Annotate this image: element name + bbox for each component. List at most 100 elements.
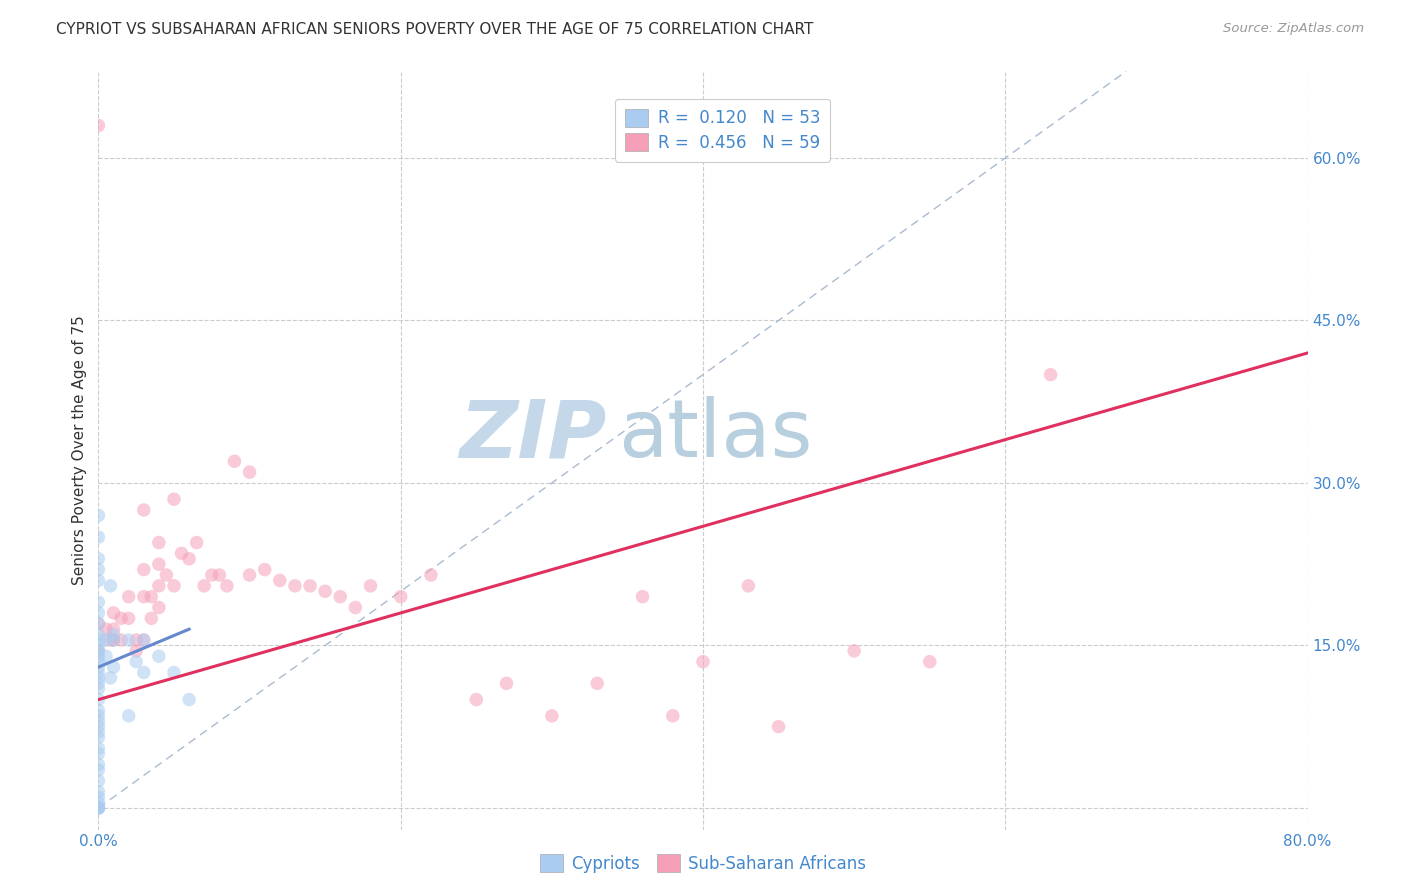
Point (103, 633, 125, 648)
Point (87, 644, 110, 658)
Point (692, 655, 714, 669)
Y-axis label: Seniors Poverty Over the Age of 75: Seniors Poverty Over the Age of 75 (72, 316, 87, 585)
Legend: Cypriots, Sub-Saharan Africans: Cypriots, Sub-Saharan Africans (533, 847, 873, 880)
Point (87, 649, 110, 664)
Point (495, 676, 517, 690)
Point (118, 633, 141, 648)
Point (170, 546, 193, 560)
Point (103, 627, 125, 641)
Point (87, 655, 110, 669)
Point (87, 633, 110, 648)
Point (148, 579, 170, 593)
Point (87, 660, 110, 674)
Point (87, 616, 110, 631)
Point (239, 465, 262, 479)
Point (284, 579, 307, 593)
Point (148, 557, 170, 572)
Point (87, 644, 110, 658)
Text: atlas: atlas (619, 396, 813, 475)
Point (389, 590, 412, 604)
Point (118, 611, 141, 625)
Text: Source: ZipAtlas.com: Source: ZipAtlas.com (1223, 22, 1364, 36)
Point (239, 568, 262, 582)
Point (215, 579, 238, 593)
Point (125, 644, 148, 658)
Point (87, 665, 110, 680)
Point (186, 535, 208, 549)
Point (163, 492, 186, 507)
Point (118, 708, 141, 723)
Point (87, 551, 110, 566)
Point (87, 731, 110, 745)
Point (179, 692, 201, 706)
Point (329, 590, 352, 604)
Point (148, 649, 170, 664)
Point (87, 616, 110, 631)
Point (100, 671, 122, 685)
Point (269, 574, 291, 588)
Point (132, 590, 155, 604)
Legend: R =  0.120   N = 53, R =  0.456   N = 59: R = 0.120 N = 53, R = 0.456 N = 59 (614, 99, 831, 161)
Point (100, 633, 122, 648)
Point (87, 720, 110, 734)
Point (132, 563, 155, 577)
Point (87, 627, 110, 641)
Point (631, 590, 654, 604)
Point (103, 606, 125, 620)
Point (87, 801, 110, 815)
Point (87, 563, 110, 577)
Point (148, 600, 170, 615)
Point (110, 633, 132, 648)
Point (103, 660, 125, 674)
Point (103, 622, 125, 636)
Point (737, 579, 759, 593)
Point (87, 773, 110, 788)
Point (125, 655, 148, 669)
Point (87, 119, 110, 133)
Text: ZIP: ZIP (458, 396, 606, 475)
Point (661, 708, 683, 723)
Point (208, 568, 231, 582)
Point (155, 568, 177, 582)
Point (87, 714, 110, 729)
Point (299, 579, 322, 593)
Point (163, 579, 186, 593)
Point (132, 633, 155, 648)
Point (87, 785, 110, 799)
Point (586, 676, 609, 690)
Point (118, 590, 141, 604)
Point (87, 692, 110, 706)
Point (918, 655, 941, 669)
Point (132, 633, 155, 648)
Point (148, 535, 170, 549)
Point (87, 639, 110, 653)
Point (87, 801, 110, 815)
Point (179, 551, 201, 566)
Point (87, 703, 110, 717)
Point (844, 644, 866, 658)
Point (87, 676, 110, 690)
Point (87, 595, 110, 609)
Point (141, 590, 163, 604)
Point (344, 600, 367, 615)
Point (103, 633, 125, 648)
Point (87, 530, 110, 544)
Point (94, 649, 117, 664)
Point (87, 741, 110, 756)
Point (420, 568, 443, 582)
Point (253, 563, 276, 577)
Point (314, 584, 336, 599)
Point (87, 763, 110, 777)
Point (193, 579, 215, 593)
Text: CYPRIOT VS SUBSAHARAN AFRICAN SENIORS POVERTY OVER THE AGE OF 75 CORRELATION CHA: CYPRIOT VS SUBSAHARAN AFRICAN SENIORS PO… (56, 22, 814, 37)
Point (87, 671, 110, 685)
Point (132, 665, 155, 680)
Point (132, 503, 155, 517)
Point (94, 633, 117, 648)
Point (87, 574, 110, 588)
Point (87, 790, 110, 805)
Point (224, 454, 246, 468)
Point (87, 801, 110, 815)
Point (87, 801, 110, 815)
Point (87, 757, 110, 772)
